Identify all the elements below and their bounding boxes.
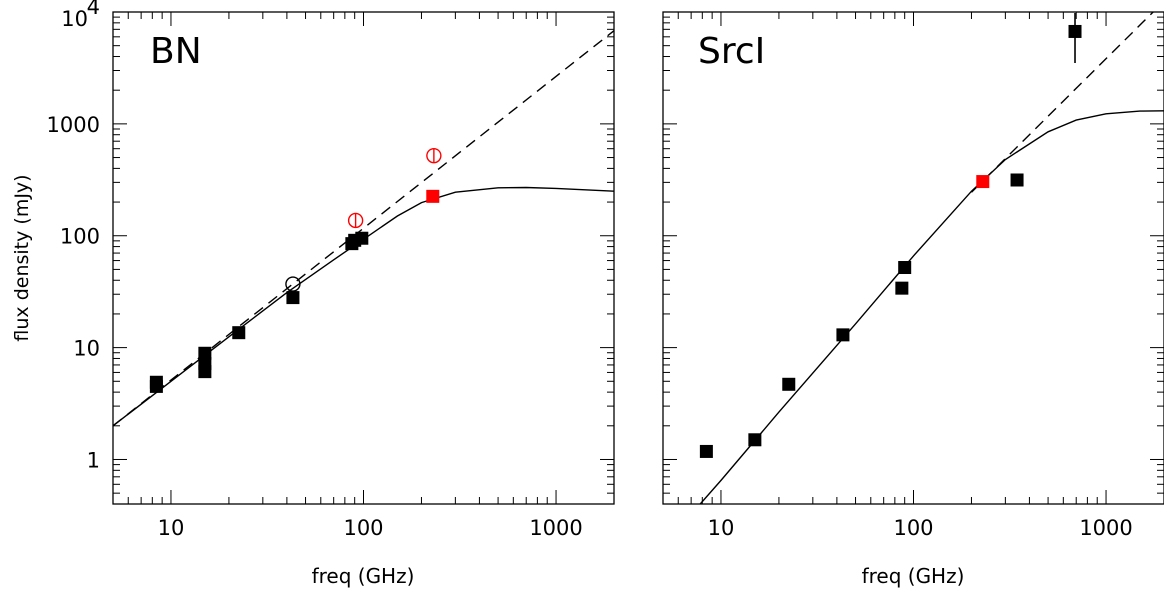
y-tick-label: 100 [60, 225, 100, 249]
y-tick-label: 10 [73, 337, 100, 361]
x-tick-label: 1000 [1079, 516, 1132, 540]
data-point-square [782, 377, 796, 391]
data-point-square [286, 291, 300, 305]
x-tick-label: 10 [708, 516, 735, 540]
panel-bn: BN flux density (mJy) freq (GHz) 10 100 10… [11, 0, 615, 588]
plot-frame [662, 11, 1164, 505]
y-tick-label: 1000 [47, 113, 100, 137]
data-point-square [232, 326, 246, 340]
data-point-square [198, 346, 212, 360]
panel-srci: SrcI freq (GHz) 10 100 1000 [662, 11, 1164, 588]
data-point-square [198, 357, 212, 371]
data-point-square [836, 328, 850, 342]
x-axis-label: freq (GHz) [312, 564, 415, 588]
data-point-square [149, 375, 163, 389]
data-point-square [426, 189, 440, 203]
panel-title: SrcI [698, 31, 765, 72]
y-tick-label: 1 [87, 448, 100, 472]
y-axis-label: flux density (mJy) [11, 174, 33, 341]
x-tick-label: 100 [893, 516, 933, 540]
data-point-square [1010, 173, 1024, 187]
dashed-model-line [113, 30, 614, 427]
data-point-square [355, 231, 369, 245]
x-tick-label: 10 [158, 516, 185, 540]
x-tick-label: 1000 [529, 516, 582, 540]
x-axis-label: freq (GHz) [862, 564, 965, 588]
panel-title: BN [150, 31, 202, 72]
data-point-square [1068, 24, 1082, 38]
data-point-square [898, 261, 912, 275]
data-point-square [976, 175, 990, 189]
x-tick-label: 100 [343, 516, 383, 540]
solid-model-line [113, 186, 614, 427]
data-point-open-circle [285, 276, 301, 292]
plot-frame [112, 11, 615, 505]
solid-model-line [699, 110, 1164, 504]
data-point-square [748, 433, 762, 447]
data-point-square [699, 444, 713, 458]
y-tick-label: 10 [61, 7, 88, 31]
y-tick-label-exponent: 4 [87, 0, 100, 19]
data-point-square [895, 281, 909, 295]
